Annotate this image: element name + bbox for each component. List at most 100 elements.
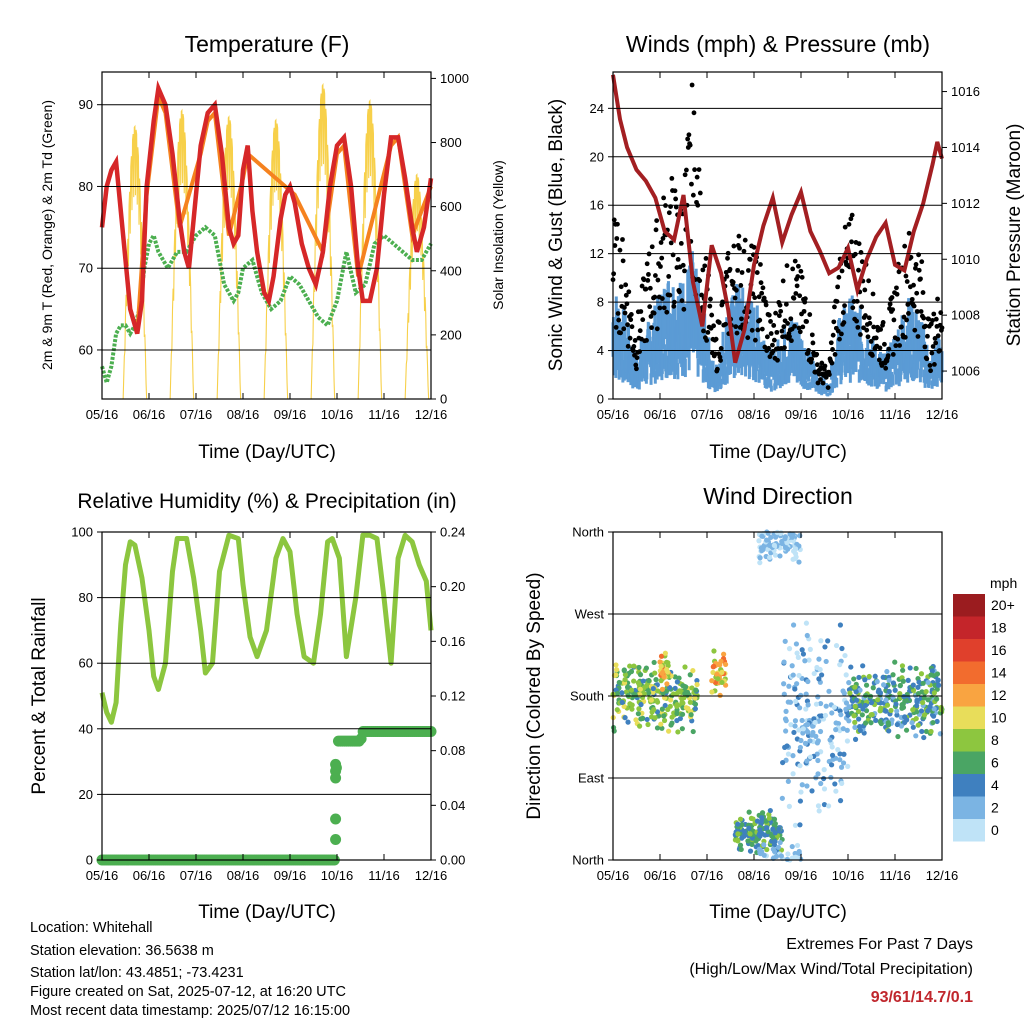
precip-point bbox=[330, 758, 342, 770]
direction-point bbox=[668, 697, 674, 703]
direction-point bbox=[689, 718, 695, 724]
wind-gust-point bbox=[644, 337, 649, 343]
winds-series-group bbox=[610, 74, 945, 397]
wind-gust-point bbox=[780, 278, 786, 284]
wind-gust-point bbox=[779, 328, 785, 334]
wind-gust-point bbox=[615, 311, 621, 316]
wind-gust-point bbox=[623, 292, 629, 298]
precip-points bbox=[96, 726, 437, 866]
direction-point bbox=[637, 672, 644, 678]
wind-gust-point bbox=[632, 338, 638, 343]
wind-gust-point bbox=[666, 274, 672, 279]
wind-gust-point bbox=[737, 245, 742, 251]
wind-gust-point bbox=[646, 272, 651, 277]
direction-point bbox=[892, 659, 898, 665]
legend-swatch bbox=[953, 594, 985, 617]
direction-point bbox=[853, 697, 860, 703]
direction-point bbox=[873, 717, 879, 724]
wind-gust-point bbox=[916, 267, 922, 273]
wind-gust-point bbox=[935, 296, 940, 302]
direction-point bbox=[657, 659, 663, 665]
wind-gust-point bbox=[628, 312, 634, 317]
wind-gust-point bbox=[659, 255, 665, 261]
precip-point bbox=[330, 813, 342, 825]
direction-point bbox=[692, 701, 699, 707]
wind-gust-point bbox=[781, 324, 787, 330]
wind-gust-point bbox=[612, 243, 618, 248]
y2-tick-label: 1008 bbox=[951, 308, 980, 323]
wind-gust-point bbox=[667, 292, 673, 298]
direction-point bbox=[815, 771, 821, 777]
direction-point bbox=[792, 718, 799, 724]
direction-point bbox=[875, 697, 881, 703]
direction-point bbox=[658, 653, 665, 659]
wind-gust-point bbox=[654, 218, 660, 224]
direction-point bbox=[785, 699, 791, 705]
wind-gust-point bbox=[768, 319, 773, 324]
direction-point bbox=[934, 686, 940, 692]
x-tick-label: 11/16 bbox=[879, 868, 911, 883]
direction-point bbox=[792, 822, 799, 828]
wind-gust-point bbox=[897, 343, 903, 348]
direction-point bbox=[841, 751, 847, 757]
wind-gust-point bbox=[754, 270, 760, 275]
wind-gust-point bbox=[906, 311, 911, 316]
wind-gust-point bbox=[859, 259, 865, 265]
direction-point bbox=[910, 682, 916, 688]
x-tick-label: 12/16 bbox=[926, 407, 959, 422]
winds-y2label: Station Pressure (Maroon) bbox=[1004, 124, 1024, 347]
wind-gust-point bbox=[708, 296, 713, 302]
wind-gust-point bbox=[652, 294, 658, 300]
direction-point bbox=[622, 715, 628, 721]
direction-point bbox=[662, 695, 668, 701]
wind-gust-point bbox=[752, 295, 758, 301]
direction-point bbox=[782, 638, 788, 644]
direction-point bbox=[843, 672, 849, 678]
direction-point bbox=[788, 722, 794, 728]
direction-point bbox=[663, 659, 670, 665]
wind-gust-point bbox=[905, 302, 911, 307]
temperature-ylabel: 2m & 9m T (Red, Orange) & 2m Td (Green) bbox=[39, 100, 55, 370]
direction-point bbox=[797, 763, 803, 769]
wind-gust-point bbox=[707, 303, 713, 309]
direction-point bbox=[734, 837, 741, 843]
direction-point bbox=[935, 677, 941, 683]
wind-gust-point bbox=[759, 326, 765, 332]
direction-point bbox=[694, 677, 700, 684]
wind-gust-point bbox=[733, 287, 739, 293]
wind-gust-point bbox=[795, 263, 801, 269]
direction-point bbox=[934, 671, 941, 677]
direction-point bbox=[735, 821, 741, 827]
wind-gust-point bbox=[627, 335, 633, 341]
direction-point bbox=[655, 688, 661, 694]
direction-point bbox=[638, 701, 644, 708]
wind-gust-point bbox=[852, 251, 858, 257]
direction-point bbox=[831, 704, 837, 710]
direction-point bbox=[796, 727, 802, 733]
wind-gust-point bbox=[713, 336, 719, 342]
direction-point bbox=[690, 667, 696, 674]
direction-point bbox=[877, 718, 883, 725]
direction-point bbox=[650, 689, 656, 695]
direction-point bbox=[625, 719, 631, 725]
direction-point bbox=[925, 707, 931, 714]
direction-point bbox=[913, 665, 919, 672]
direction-point bbox=[799, 717, 805, 724]
direction-point bbox=[790, 532, 796, 538]
direction-point bbox=[764, 846, 770, 853]
legend-swatch bbox=[953, 639, 985, 662]
direction-point bbox=[938, 706, 944, 713]
direction-point bbox=[797, 533, 803, 539]
direction-point bbox=[679, 711, 686, 717]
direction-point bbox=[762, 832, 768, 838]
wind-gust-point bbox=[770, 342, 775, 348]
direction-point bbox=[918, 671, 925, 677]
wind-gust-point bbox=[859, 304, 865, 310]
wind-gust-point bbox=[678, 240, 684, 246]
wind-gust-point bbox=[887, 301, 893, 307]
direction-point bbox=[770, 826, 776, 832]
direction-point bbox=[654, 697, 660, 704]
legend-swatch bbox=[953, 819, 985, 842]
direction-point bbox=[923, 688, 929, 695]
